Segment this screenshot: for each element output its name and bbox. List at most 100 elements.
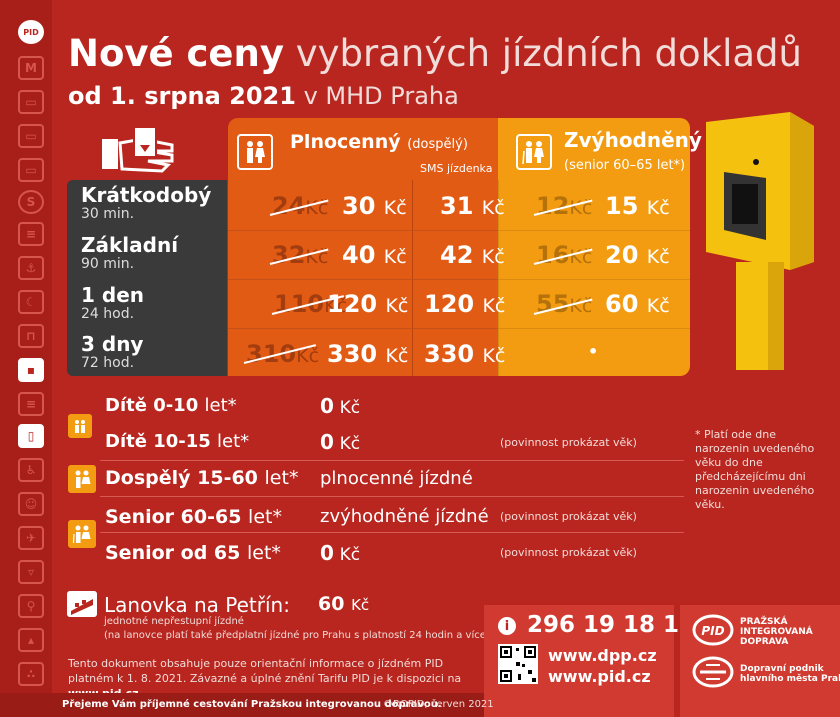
- funicular-label: Lanovka na Petřín:: [104, 593, 290, 617]
- footer-bar: [0, 693, 484, 717]
- reduced-fare-sub: (senior 60–65 let*): [564, 152, 685, 174]
- footsteps-icon: ∴: [18, 662, 44, 686]
- sms-value: 42: [440, 241, 474, 269]
- old-full-value: 110: [274, 290, 325, 318]
- full-value: 120: [327, 290, 378, 318]
- currency: Kč: [646, 197, 670, 219]
- row-label-3: 3 dny 72 hod.: [81, 333, 143, 372]
- pid-logo-icon: PID: [18, 20, 44, 44]
- age-unit: let*: [264, 467, 299, 489]
- age-unit: let*: [246, 542, 281, 564]
- age-label-2: Dospělý 15-60 let*: [105, 467, 298, 489]
- age-name: Senior od 65: [105, 542, 241, 564]
- logos-box: [680, 605, 840, 717]
- row-name: Základní: [81, 233, 179, 257]
- full-price: 30 Kč: [342, 192, 407, 222]
- age-name: Dítě 10-15: [105, 431, 211, 452]
- currency: Kč: [646, 246, 670, 268]
- row-label-0: Krátkodobý 30 min.: [81, 184, 211, 223]
- reduced-unavailable: •: [588, 338, 598, 366]
- age-divider: [100, 532, 684, 533]
- pid-logo-badge: PID: [701, 624, 724, 638]
- age-value: 0: [320, 430, 334, 454]
- tram-icon: ▭: [18, 90, 44, 114]
- copyright: ©ROPID, červen 2021: [383, 699, 494, 710]
- sms-header: SMS jízdenka: [420, 162, 493, 175]
- full-price: 330 Kč: [327, 340, 408, 370]
- age-unit: let*: [204, 395, 237, 416]
- full-price: 40 Kč: [342, 241, 407, 271]
- row-divider: [498, 328, 690, 329]
- page-subtitle: od 1. srpna 2021 v MHD Praha: [68, 81, 459, 111]
- old-full-price: 310Kč: [246, 340, 319, 370]
- reduced-value: 60: [605, 290, 639, 318]
- row-label-1: Základní 90 min.: [81, 234, 178, 273]
- hand-ticket-icon: [102, 126, 174, 173]
- age-note: (povinnost prokázat věk): [500, 510, 637, 523]
- row-sub: 24 hod.: [81, 306, 135, 322]
- age-name: Dospělý 15-60: [105, 467, 258, 489]
- age-value-1: 0 Kč: [320, 431, 360, 455]
- full-fare-header: Plnocenný (dospělý): [290, 131, 468, 153]
- currency: Kč: [385, 345, 409, 367]
- age-name: Senior 60-65: [105, 506, 242, 528]
- age-divider: [100, 460, 684, 461]
- airport-icon: ✈: [18, 526, 44, 550]
- reduced-price: 15 Kč: [605, 192, 670, 222]
- subtitle-bold: od 1. srpna 2021: [68, 82, 296, 110]
- dpp-website-link[interactable]: www.dpp.cz: [548, 646, 657, 665]
- row-divider: [228, 279, 498, 280]
- bicycle-icon: ⚲: [18, 594, 44, 618]
- route-icon: ⊓: [18, 324, 44, 348]
- adult-icon: [68, 465, 96, 493]
- age-unit: let*: [217, 431, 250, 452]
- reduced-value: 15: [605, 192, 639, 220]
- row-sub: 90 min.: [81, 256, 135, 272]
- age-name: Dítě 0-10: [105, 395, 199, 416]
- row-divider: [498, 279, 690, 280]
- ticket-icon: ▪: [18, 358, 44, 382]
- age-value-2: plnocenné jízdné: [320, 468, 473, 490]
- reduced-price: 20 Kč: [605, 241, 670, 271]
- pram-icon: ▿: [18, 560, 44, 584]
- old-reduced-value: 55: [536, 290, 570, 318]
- age-value-unit: Kč: [339, 398, 361, 418]
- full-value: 30: [342, 192, 376, 220]
- age-label-1: Dítě 10-15 let*: [105, 431, 249, 453]
- age-value: plnocenné jízdné: [320, 468, 473, 489]
- sms-price: 42 Kč: [440, 241, 505, 271]
- metro-icon: M: [18, 56, 44, 80]
- pid-badge-text: PID: [23, 27, 39, 37]
- column-divider: [412, 180, 413, 376]
- sms-price: 120 Kč: [424, 290, 505, 320]
- age-value-3: zvýhodněné jízdné: [320, 506, 489, 528]
- dpp-line-2: hlavního města Prahy: [740, 674, 840, 684]
- title-bold: Nové ceny: [68, 32, 284, 75]
- currency: Kč: [383, 197, 407, 219]
- phone-number[interactable]: 296 19 18 17: [527, 612, 696, 638]
- dpp-logo-text: Dopravní podnik hlavního města Prahy: [740, 664, 840, 684]
- reduced-price: 60 Kč: [605, 290, 670, 320]
- wheelchair-icon: ♿: [18, 458, 44, 482]
- reduced-value: •: [588, 342, 599, 361]
- currency: Kč: [481, 246, 505, 268]
- age-label-3: Senior 60-65 let*: [105, 506, 282, 528]
- full-fare-paren: (dospělý): [407, 137, 468, 152]
- reduced-fare-name: Zvýhodněný: [564, 128, 702, 152]
- child-icon: [68, 414, 92, 438]
- ticket-validator-icon: [706, 112, 814, 370]
- trolleybus-icon: ▭: [18, 158, 44, 182]
- card-icon: ≡: [18, 392, 44, 416]
- age-value: 0: [320, 541, 334, 565]
- footer-wish: Přejeme Vám příjemné cestování Pražskou …: [62, 699, 442, 710]
- age-note: (povinnost prokázat věk): [500, 546, 637, 559]
- currency: Kč: [482, 345, 506, 367]
- train-s-icon: S: [18, 190, 44, 214]
- sms-price: 31 Kč: [440, 192, 505, 222]
- funicular-note-1: jednotné nepřestupní jízdné: [104, 616, 244, 627]
- phone-app-icon: ▯: [18, 424, 44, 448]
- sms-value: 120: [424, 290, 475, 318]
- side-icon-strip: PID M ▭ ▭ ▭ S ≡ ⚓ ☾ ⊓ ▪ ≡ ▯ ♿ ☺ ✈ ▿ ⚲ ▴ …: [0, 0, 52, 717]
- age-value-unit: Kč: [339, 434, 361, 454]
- pid-website-link[interactable]: www.pid.cz: [548, 667, 651, 686]
